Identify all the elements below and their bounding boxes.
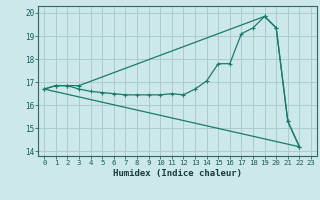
X-axis label: Humidex (Indice chaleur): Humidex (Indice chaleur): [113, 169, 242, 178]
